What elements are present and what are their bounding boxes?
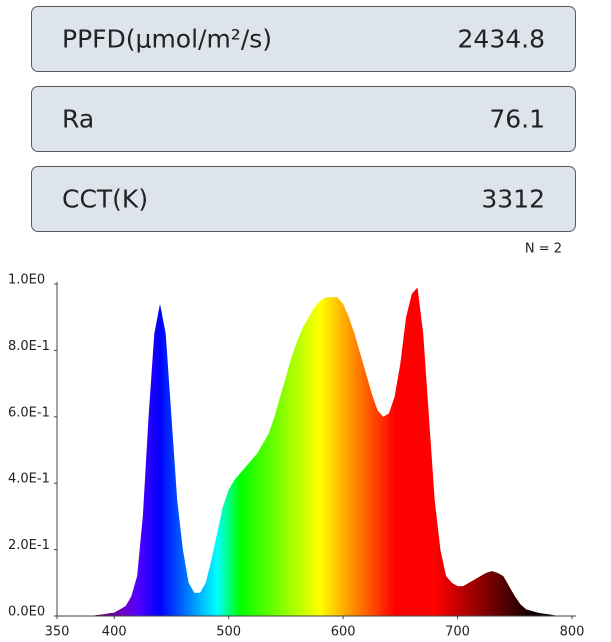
- card-label: CCT(K): [62, 184, 149, 214]
- y-tick-label: 4.0E-1: [8, 472, 50, 487]
- card-value: 2434.8: [457, 24, 545, 54]
- sample-count: N = 2: [525, 242, 562, 257]
- y-tick-label: 2.0E-1: [8, 538, 50, 553]
- spectrum-area: [91, 287, 572, 616]
- x-tick-label: 350: [45, 625, 70, 640]
- y-tick-label: 8.0E-1: [8, 339, 50, 354]
- y-tick-label: 1.0E0: [8, 273, 45, 288]
- card-label: PPFD(μmol/m²/s): [62, 24, 273, 54]
- y-tick-label: 6.0E-1: [8, 405, 50, 420]
- y-tick-label: 0.0E0: [8, 605, 45, 620]
- card-value: 3312: [481, 184, 545, 214]
- card-value: 76.1: [489, 104, 545, 134]
- ra-card: Ra 76.1: [31, 86, 576, 152]
- card-label: Ra: [62, 104, 95, 134]
- x-tick-label: 800: [560, 625, 585, 640]
- x-tick-label: 700: [445, 625, 470, 640]
- cct-card: CCT(K) 3312: [31, 166, 576, 232]
- ppfd-card: PPFD(μmol/m²/s) 2434.8: [31, 6, 576, 72]
- x-tick-label: 600: [331, 625, 356, 640]
- x-tick-label: 500: [216, 625, 241, 640]
- x-tick-label: 400: [102, 625, 127, 640]
